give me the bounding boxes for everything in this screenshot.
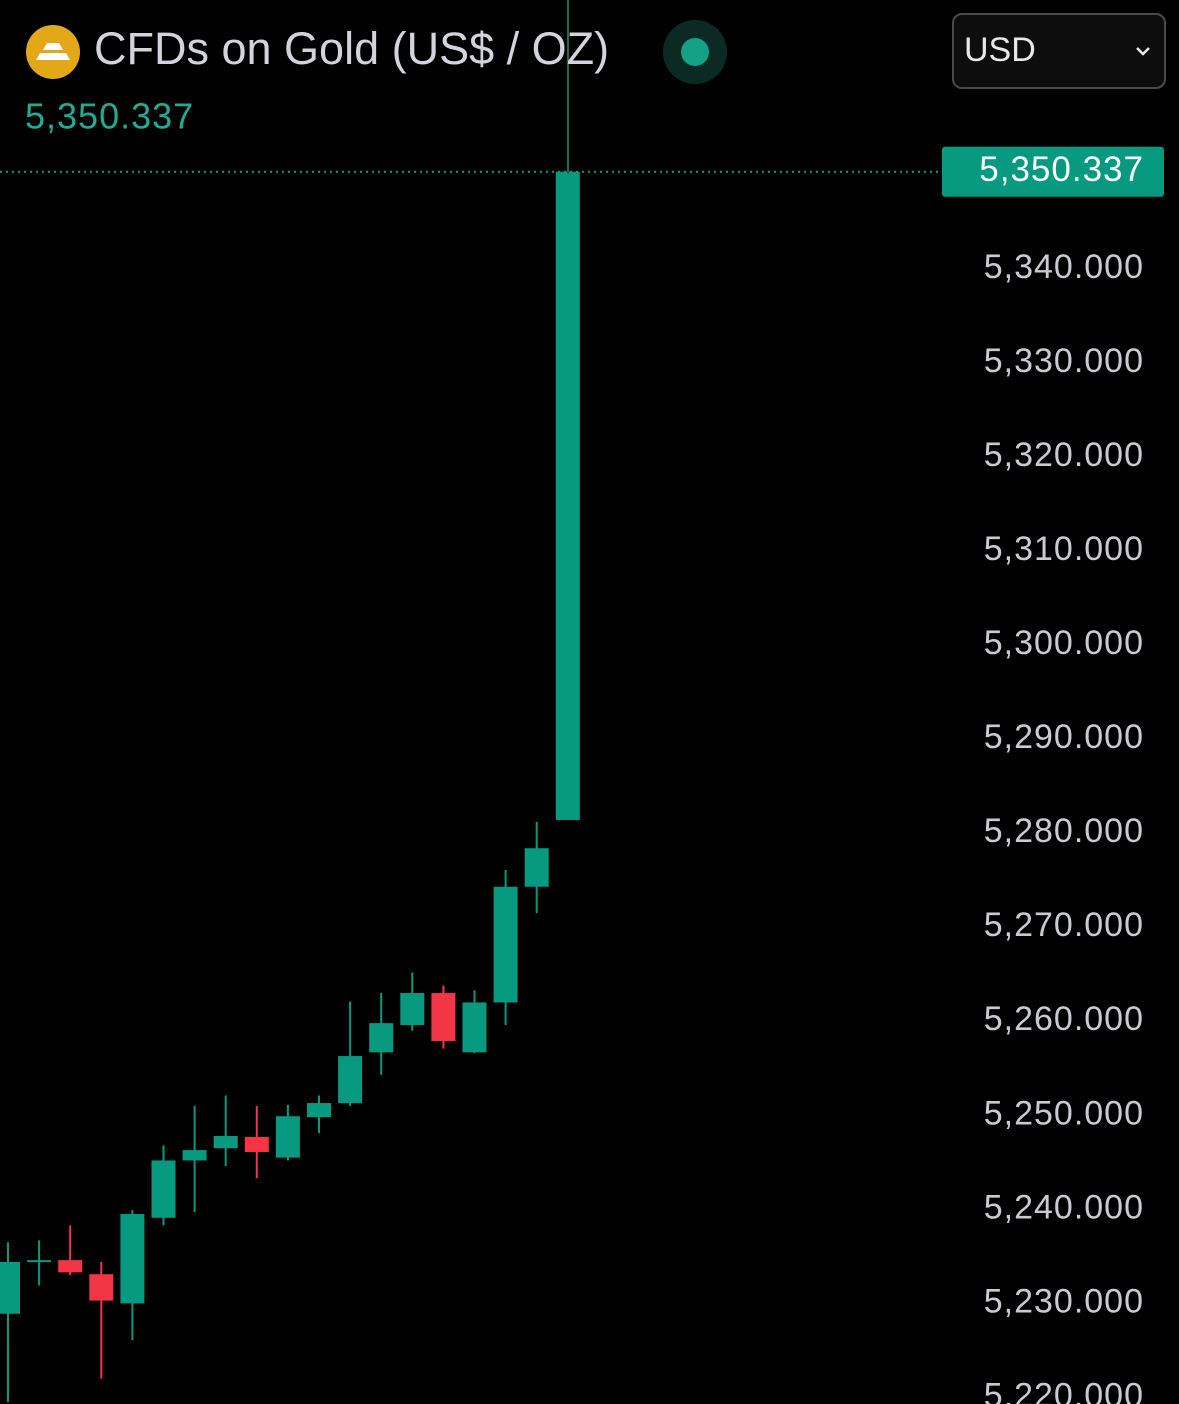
- candle-body: [244, 1136, 269, 1152]
- y-tick-label: 5,250.000: [984, 1094, 1144, 1132]
- candle-body: [338, 1056, 363, 1104]
- status-dot: [681, 38, 709, 66]
- gold-icon: [26, 25, 80, 79]
- candle-body: [89, 1274, 114, 1301]
- candle-body: [275, 1116, 300, 1158]
- y-tick-label: 5,230.000: [984, 1282, 1144, 1320]
- currency-label[interactable]: USD: [964, 31, 1036, 69]
- candle-body: [555, 171, 580, 821]
- last-price: 5,350.337: [25, 96, 194, 137]
- candle-body: [524, 848, 549, 887]
- y-tick-label: 5,290.000: [984, 718, 1144, 756]
- price-tag-label: 5,350.337: [979, 150, 1144, 189]
- candle-body: [0, 1262, 20, 1314]
- candle-body: [431, 993, 456, 1042]
- candle-body: [58, 1260, 83, 1273]
- candle-body: [27, 1260, 52, 1263]
- symbol-title: CFDs on Gold (US$ / OZ): [94, 23, 609, 74]
- currency-box[interactable]: [952, 13, 1166, 89]
- y-tick-label: 5,340.000: [984, 248, 1144, 286]
- y-tick-label: 5,320.000: [984, 436, 1144, 474]
- candle-body: [182, 1150, 207, 1161]
- y-tick-label: 5,260.000: [984, 1000, 1144, 1038]
- candle-body: [213, 1135, 238, 1149]
- y-tick-label: 5,310.000: [984, 530, 1144, 568]
- y-tick-label: 5,220.000: [984, 1376, 1144, 1404]
- candle-body: [369, 1023, 394, 1053]
- price-tag: [942, 146, 1164, 197]
- currency-select[interactable]: USD: [952, 13, 1166, 89]
- header: CFDs on Gold (US$ / OZ) 5,350.337: [25, 20, 727, 137]
- gold-bars: [36, 43, 70, 60]
- candle-body: [493, 886, 518, 1003]
- chevron[interactable]: [1136, 47, 1150, 56]
- y-tick-label: 5,300.000: [984, 624, 1144, 662]
- y-tick-label: 5,280.000: [984, 812, 1144, 850]
- candle-body: [151, 1160, 176, 1218]
- plot-area: [0, 171, 580, 1403]
- candle-body: [307, 1103, 331, 1118]
- candle-body: [120, 1214, 145, 1304]
- y-tick-label: 5,240.000: [984, 1188, 1144, 1226]
- y-tick-label: 5,330.000: [984, 342, 1144, 380]
- candle-body: [462, 1002, 487, 1053]
- candle-body: [400, 993, 425, 1026]
- y-tick-label: 5,270.000: [984, 906, 1144, 944]
